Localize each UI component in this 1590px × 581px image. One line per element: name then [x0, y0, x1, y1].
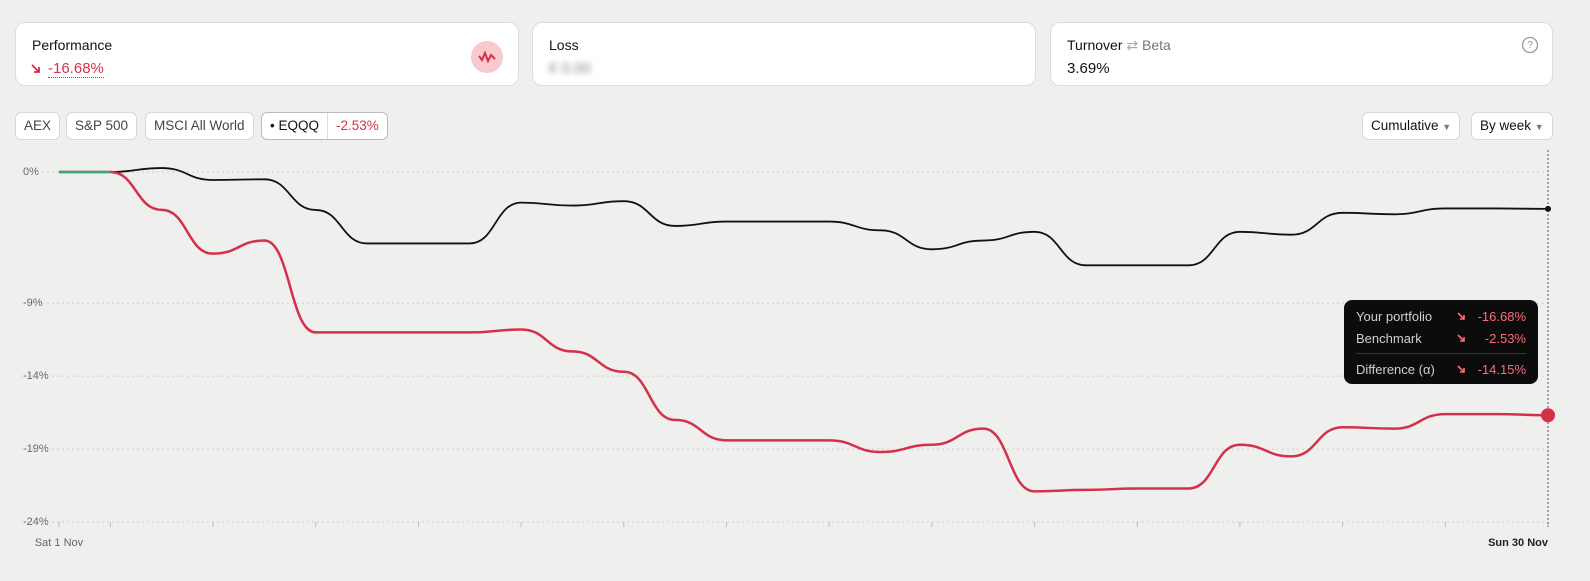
benchmark-button[interactable]: MSCI All World [145, 112, 254, 140]
y-tick-label: -19% [23, 443, 49, 455]
help-icon[interactable]: ? [1521, 36, 1539, 54]
end-marker [1545, 205, 1551, 212]
performance-card: Performance -16.68% [15, 22, 519, 86]
tooltip-label: Benchmark [1356, 331, 1422, 346]
mode-dropdown[interactable]: Cumulative ▼ [1362, 112, 1461, 140]
x-tick-label: Sun 30 Nov [1488, 537, 1549, 549]
benchmark-button[interactable]: S&P 500 [66, 112, 138, 140]
card-value: € 0.00 [549, 60, 591, 77]
chart: 0%-9%-14%-19%-24%Sat 1 Nov Sun 30 Nov [22, 150, 1555, 549]
tooltip: Your portfolio -16.68% Benchmark -2.53% Di… [1344, 300, 1538, 384]
turnover-card: Turnover ⇄ Beta 3.69% ? [1050, 22, 1553, 86]
card-title: Performance [32, 37, 113, 53]
selected-benchmark[interactable]: • EQQQ -2.53% [261, 112, 388, 140]
card-value: -16.68% [48, 60, 104, 78]
loss-card: Loss € 0.00 [532, 22, 1036, 86]
tooltip-label: Your portfolio [1356, 309, 1433, 324]
card-title-text: Turnover [1067, 37, 1123, 53]
y-tick-label: -14% [23, 370, 49, 382]
performance-icon [471, 41, 503, 73]
tooltip-value: -14.15% [1477, 362, 1526, 377]
tooltip-value: -16.68% [1477, 309, 1526, 324]
dropdown-label: Cumulative [1371, 118, 1439, 133]
tooltip-value: -2.53% [1484, 331, 1526, 346]
y-tick-label: -24% [23, 516, 49, 528]
tooltip-label: Difference (α) [1356, 362, 1435, 377]
card-value: 3.69% [1067, 60, 1110, 77]
benchmark-button[interactable]: AEX [15, 112, 61, 140]
x-tick-label: Sat 1 Nov [35, 537, 84, 549]
y-tick-label: 0% [23, 166, 39, 178]
card-title: Loss [549, 37, 579, 53]
benchmark-name: EQQQ [278, 118, 319, 133]
series-line [58, 167, 1549, 267]
end-marker [1541, 408, 1555, 423]
period-dropdown[interactable]: By week ▼ [1471, 112, 1553, 140]
benchmark-change: -2.53% [336, 118, 379, 133]
card-title: Turnover ⇄ Beta [1067, 37, 1171, 53]
dropdown-label: By week [1480, 118, 1532, 133]
series-line [58, 170, 1549, 493]
svg-text:?: ? [1527, 40, 1533, 51]
card-subtitle: Beta [1142, 37, 1171, 53]
down-arrow [31, 64, 40, 73]
